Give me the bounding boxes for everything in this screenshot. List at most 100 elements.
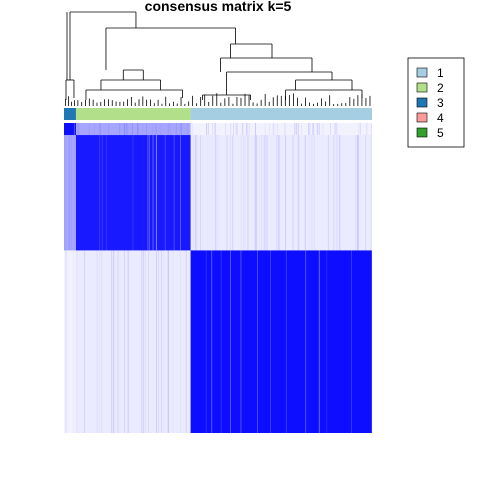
heatmap-texture (175, 123, 177, 136)
heatmap-texture (206, 123, 208, 136)
heatmap-texture (112, 250, 114, 433)
heatmap-texture (295, 123, 296, 136)
heatmap-texture (310, 135, 311, 250)
heatmap-block-1-2 (75, 250, 191, 433)
heatmap-texture (101, 250, 103, 433)
heatmap-texture (172, 250, 173, 433)
legend-label-3: 3 (437, 96, 444, 110)
heatmap-texture (205, 250, 207, 433)
heatmap-texture (316, 123, 318, 136)
heatmap-texture (311, 135, 313, 251)
heatmap-texture (236, 123, 238, 136)
heatmap-texture (357, 135, 359, 251)
heatmap-texture (318, 250, 320, 433)
heatmap-texture (137, 250, 138, 433)
heatmap-texture (144, 250, 146, 433)
heatmap-block-3-2 (75, 123, 191, 136)
heatmap-texture (99, 123, 101, 136)
heatmap-texture (214, 135, 216, 251)
heatmap-texture (335, 123, 337, 136)
heatmap-texture (317, 123, 318, 136)
heatmap-texture (354, 135, 355, 250)
heatmap-texture (84, 250, 86, 433)
heatmap-texture (185, 250, 187, 433)
heatmap-texture (64, 135, 66, 251)
heatmap-texture (123, 250, 125, 433)
heatmap-texture (285, 250, 287, 433)
heatmap-texture (298, 135, 300, 251)
heatmap-texture (288, 135, 289, 250)
heatmap-texture (167, 250, 169, 433)
heatmap-texture (125, 123, 126, 135)
heatmap-texture (264, 123, 266, 136)
heatmap-texture (225, 123, 226, 136)
heatmap-texture (359, 123, 361, 136)
heatmap-texture (330, 123, 331, 136)
heatmap-texture (148, 250, 150, 433)
heatmap-texture (169, 123, 171, 136)
heatmap-texture (145, 250, 146, 433)
legend-label-1: 1 (437, 66, 444, 80)
heatmap-texture (214, 123, 215, 136)
heatmap-texture (99, 250, 101, 433)
heatmap-texture (127, 250, 128, 433)
heatmap-texture (333, 135, 335, 251)
heatmap-texture (294, 123, 296, 136)
heatmap-texture (193, 135, 194, 250)
heatmap-texture (365, 135, 366, 250)
heatmap-texture (146, 123, 147, 136)
heatmap-texture (88, 123, 90, 136)
heatmap-texture (336, 135, 338, 251)
legend-swatch-2 (416, 82, 428, 93)
heatmap-texture (256, 135, 258, 251)
legend-label-5: 5 (437, 126, 444, 140)
heatmap-texture (147, 135, 149, 251)
heatmap-texture (65, 250, 67, 433)
heatmap-texture (285, 135, 286, 251)
heatmap-texture (105, 135, 107, 251)
heatmap-texture (117, 250, 118, 433)
heatmap-texture (101, 135, 103, 251)
heatmap-texture (366, 123, 368, 136)
heatmap-texture (308, 123, 310, 136)
heatmap-texture (131, 123, 133, 136)
annotation-segment-class-3 (64, 108, 76, 120)
heatmap-texture (276, 135, 278, 251)
heatmap-texture (240, 123, 241, 135)
heatmap-texture (213, 123, 214, 135)
heatmap-texture (278, 135, 280, 251)
heatmap-texture (193, 135, 195, 251)
heatmap-texture (124, 123, 125, 136)
heatmap-texture (279, 135, 281, 251)
heatmap-texture (254, 135, 256, 251)
heatmap-texture (152, 135, 154, 251)
heatmap-texture (107, 123, 109, 136)
heatmap-texture (241, 123, 243, 136)
heatmap-texture (99, 123, 100, 136)
heatmap-texture (172, 250, 174, 433)
heatmap-texture (350, 250, 352, 433)
heatmap-texture (220, 250, 222, 433)
heatmap-texture (168, 123, 169, 136)
heatmap-texture (142, 123, 144, 136)
heatmap-texture (272, 123, 274, 136)
heatmap-texture (309, 123, 311, 136)
heatmap-texture (200, 135, 202, 251)
heatmap-texture (267, 135, 269, 251)
heatmap-texture (156, 123, 157, 136)
heatmap-texture (158, 250, 159, 433)
heatmap-texture (230, 250, 231, 433)
heatmap-texture (118, 250, 120, 433)
heatmap-texture (240, 135, 241, 250)
heatmap-texture (356, 135, 358, 251)
heatmap-texture (245, 123, 247, 136)
heatmap-texture (270, 250, 271, 433)
heatmap-texture (125, 123, 127, 136)
heatmap-texture (243, 135, 245, 251)
heatmap-texture (365, 135, 366, 251)
heatmap-texture (240, 135, 242, 251)
heatmap-texture (294, 123, 295, 135)
heatmap-texture (313, 135, 315, 251)
dendrogram (65, 11, 371, 106)
